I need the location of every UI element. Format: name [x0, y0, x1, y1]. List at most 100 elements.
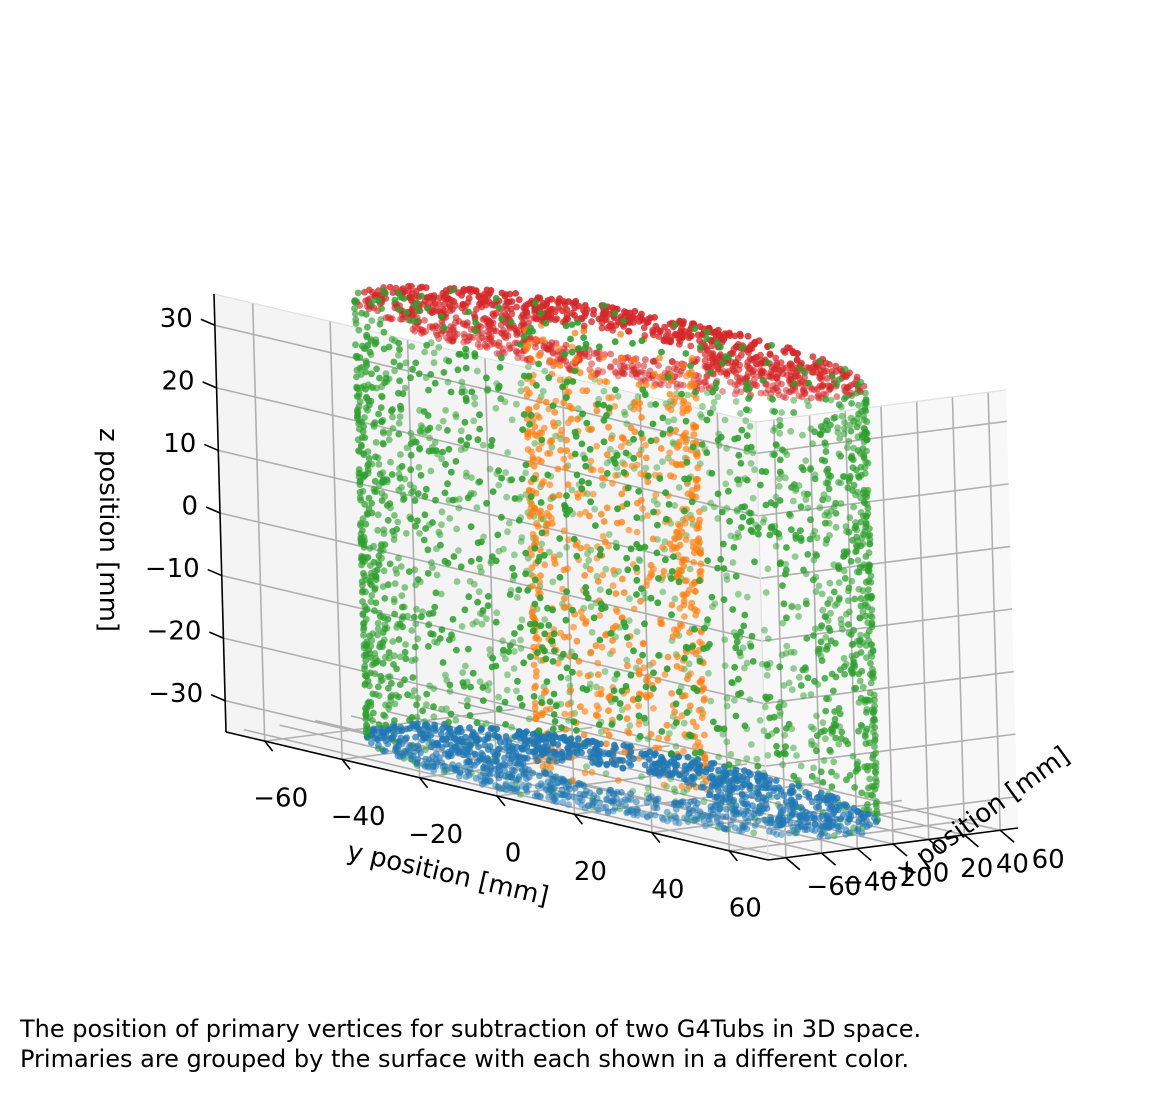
data-point — [824, 833, 832, 840]
data-point — [682, 536, 690, 543]
data-point — [372, 576, 380, 583]
data-point — [384, 615, 392, 623]
data-point — [611, 403, 619, 410]
data-point — [776, 416, 784, 424]
data-point — [467, 683, 474, 691]
data-point — [361, 500, 369, 508]
data-point — [422, 755, 429, 763]
data-point — [542, 687, 550, 695]
data-point — [536, 397, 543, 404]
grid-line — [761, 608, 1013, 642]
data-point — [699, 402, 706, 410]
data-point — [452, 717, 460, 724]
data-point — [713, 724, 721, 732]
data-point — [567, 711, 575, 718]
data-point — [433, 306, 441, 314]
data-point — [449, 286, 456, 294]
data-point — [794, 603, 802, 611]
grid-line — [221, 574, 764, 705]
data-point — [605, 530, 613, 538]
data-point — [379, 428, 387, 435]
data-point — [495, 339, 503, 346]
data-point — [402, 641, 409, 648]
data-point — [526, 421, 533, 428]
data-point — [857, 518, 865, 526]
data-point — [465, 593, 473, 601]
data-point — [675, 819, 683, 827]
data-point — [422, 746, 429, 754]
data-point — [445, 445, 453, 453]
data-point — [498, 513, 505, 521]
data-point — [845, 584, 853, 592]
data-point — [499, 637, 506, 645]
data-point — [495, 467, 502, 475]
data-point — [452, 743, 460, 751]
data-point — [749, 494, 757, 502]
data-point — [871, 743, 878, 750]
data-point — [421, 348, 428, 356]
data-point — [414, 490, 422, 498]
data-point — [444, 427, 451, 434]
data-point — [841, 365, 849, 373]
data-point — [618, 490, 626, 498]
data-point — [517, 538, 525, 545]
data-point — [568, 343, 576, 351]
data-point — [541, 561, 549, 569]
data-point — [777, 709, 784, 716]
data-point — [727, 532, 735, 540]
data-point — [442, 406, 449, 414]
data-point — [790, 772, 798, 780]
data-point — [790, 497, 797, 505]
data-point — [525, 363, 532, 370]
data-point — [479, 441, 487, 449]
data-point — [363, 331, 370, 339]
data-point — [628, 462, 636, 470]
data-point — [710, 760, 718, 767]
data-point — [668, 690, 676, 697]
data-point — [538, 699, 545, 706]
data-point — [680, 431, 688, 439]
data-point — [494, 531, 502, 539]
data-point — [822, 707, 830, 715]
data-point — [430, 349, 438, 357]
data-point — [852, 547, 860, 555]
data-point — [566, 652, 574, 660]
data-point — [673, 443, 681, 451]
data-point — [737, 809, 745, 816]
data-point — [598, 474, 606, 482]
data-point — [414, 742, 422, 750]
data-point — [375, 460, 383, 468]
data-point — [379, 659, 387, 667]
data-point — [386, 283, 394, 291]
data-point — [500, 545, 507, 553]
data-point — [486, 465, 494, 473]
data-point — [743, 659, 751, 667]
data-point — [818, 657, 826, 664]
data-point — [868, 653, 876, 660]
data-point — [396, 413, 404, 420]
data-point — [351, 305, 358, 312]
data-point — [375, 410, 382, 418]
data-point — [560, 527, 568, 535]
data-point — [379, 639, 387, 646]
data-point — [618, 789, 625, 796]
data-point — [538, 458, 545, 465]
data-point — [423, 721, 430, 728]
data-point — [811, 677, 818, 685]
data-point — [827, 396, 835, 404]
data-point — [426, 434, 433, 442]
data-point — [657, 616, 664, 624]
data-point — [517, 380, 525, 387]
data-point — [474, 598, 481, 606]
data-point — [818, 622, 826, 630]
data-point — [692, 587, 699, 595]
data-point — [458, 388, 466, 396]
data-point — [603, 459, 611, 467]
data-point — [691, 549, 698, 557]
data-point — [532, 538, 540, 546]
data-point — [804, 551, 812, 558]
data-point — [846, 608, 853, 616]
data-point — [864, 810, 872, 818]
data-point — [838, 735, 845, 742]
data-point — [817, 768, 825, 776]
